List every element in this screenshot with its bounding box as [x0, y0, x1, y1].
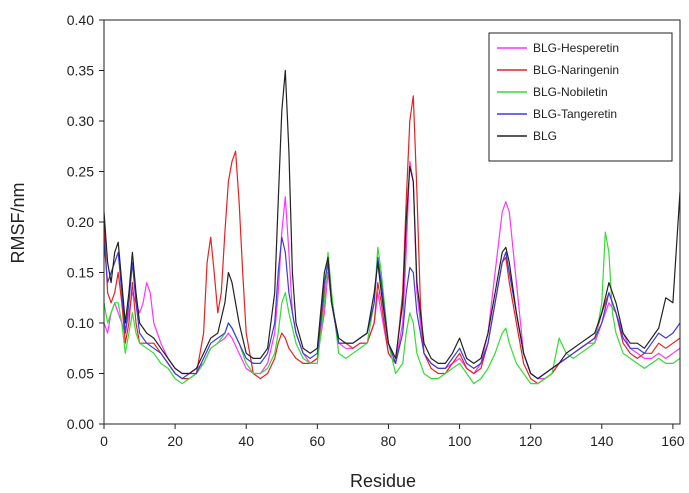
y-tick-label: 0.10	[67, 315, 94, 331]
y-tick-label: 0.00	[67, 416, 94, 432]
y-tick-label: 0.05	[67, 366, 94, 382]
x-tick-label: 160	[661, 433, 685, 449]
series-line-blg-nobiletin	[104, 231, 680, 385]
y-tick-label: 0.30	[67, 113, 94, 129]
series-line-blg-tangeretin	[104, 236, 680, 380]
y-tick-label: 0.15	[67, 265, 94, 281]
y-tick-label: 0.20	[67, 214, 94, 230]
x-axis-label: Residue	[350, 471, 416, 491]
legend-label: BLG-Nobiletin	[533, 85, 608, 99]
y-tick-label: 0.25	[67, 164, 94, 180]
x-tick-label: 60	[310, 433, 326, 449]
y-axis-label: RMSF/nm	[8, 183, 28, 264]
y-tick-label: 0.40	[67, 12, 94, 28]
x-tick-label: 20	[167, 433, 183, 449]
y-axis-ticks: 0.00 0.05 0.10 0.15 0.20 0.25 0.30 0.35 0.40	[67, 12, 104, 432]
legend-label: BLG	[533, 129, 557, 143]
x-tick-label: 40	[238, 433, 254, 449]
legend-box	[488, 32, 673, 162]
x-tick-label: 0	[100, 433, 108, 449]
y-tick-label: 0.35	[67, 63, 94, 79]
legend: BLG-Hesperetin BLG-Naringenin BLG-Nobileti…	[488, 32, 673, 162]
legend-label: BLG-Hesperetin	[533, 41, 619, 55]
legend-items: BLG-Hesperetin BLG-Naringenin BLG-Nobileti…	[497, 41, 619, 143]
x-tick-label: 140	[590, 433, 614, 449]
x-axis-ticks: 0 20 40 60 80 100 120 140 160	[100, 424, 685, 449]
x-tick-label: 120	[519, 433, 543, 449]
series-line-blg	[104, 69, 680, 380]
series-layer	[104, 69, 680, 385]
legend-label: BLG-Naringenin	[533, 63, 619, 77]
x-tick-label: 100	[448, 433, 472, 449]
x-tick-label: 80	[381, 433, 397, 449]
legend-label: BLG-Tangeretin	[533, 107, 617, 121]
